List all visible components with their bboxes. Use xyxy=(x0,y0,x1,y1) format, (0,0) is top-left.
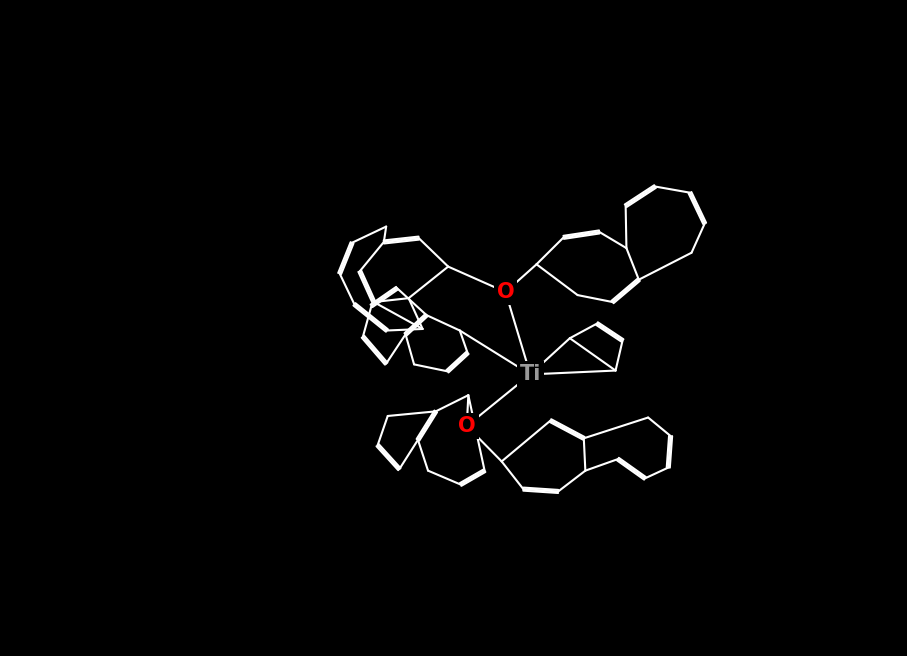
Text: O: O xyxy=(458,416,475,436)
Text: O: O xyxy=(497,282,514,302)
Text: Ti: Ti xyxy=(520,364,541,384)
